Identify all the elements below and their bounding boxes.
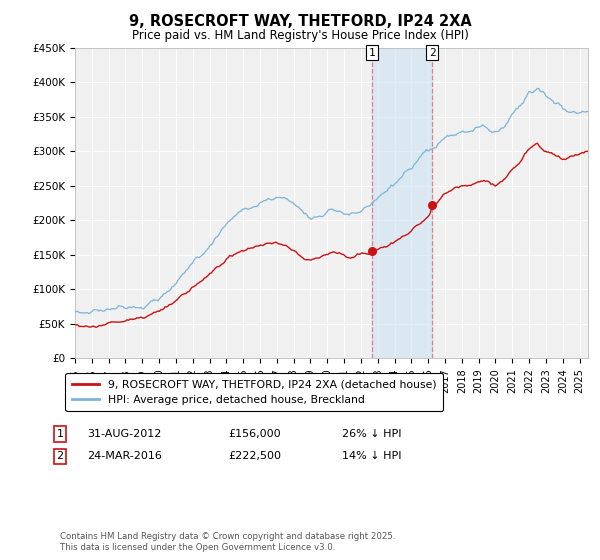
Text: 1: 1 bbox=[56, 429, 64, 439]
Text: 31-AUG-2012: 31-AUG-2012 bbox=[87, 429, 161, 439]
Text: 14% ↓ HPI: 14% ↓ HPI bbox=[342, 451, 401, 461]
Text: £156,000: £156,000 bbox=[228, 429, 281, 439]
Legend: 9, ROSECROFT WAY, THETFORD, IP24 2XA (detached house), HPI: Average price, detac: 9, ROSECROFT WAY, THETFORD, IP24 2XA (de… bbox=[65, 373, 443, 411]
Text: Contains HM Land Registry data © Crown copyright and database right 2025.
This d: Contains HM Land Registry data © Crown c… bbox=[60, 532, 395, 552]
Text: £222,500: £222,500 bbox=[228, 451, 281, 461]
Text: 1: 1 bbox=[369, 48, 376, 58]
Text: 2: 2 bbox=[56, 451, 64, 461]
Bar bbox=[372, 48, 432, 358]
Text: Price paid vs. HM Land Registry's House Price Index (HPI): Price paid vs. HM Land Registry's House … bbox=[131, 29, 469, 42]
Text: 9, ROSECROFT WAY, THETFORD, IP24 2XA: 9, ROSECROFT WAY, THETFORD, IP24 2XA bbox=[128, 14, 472, 29]
Text: 2: 2 bbox=[429, 48, 436, 58]
Text: 26% ↓ HPI: 26% ↓ HPI bbox=[342, 429, 401, 439]
Text: 24-MAR-2016: 24-MAR-2016 bbox=[87, 451, 162, 461]
